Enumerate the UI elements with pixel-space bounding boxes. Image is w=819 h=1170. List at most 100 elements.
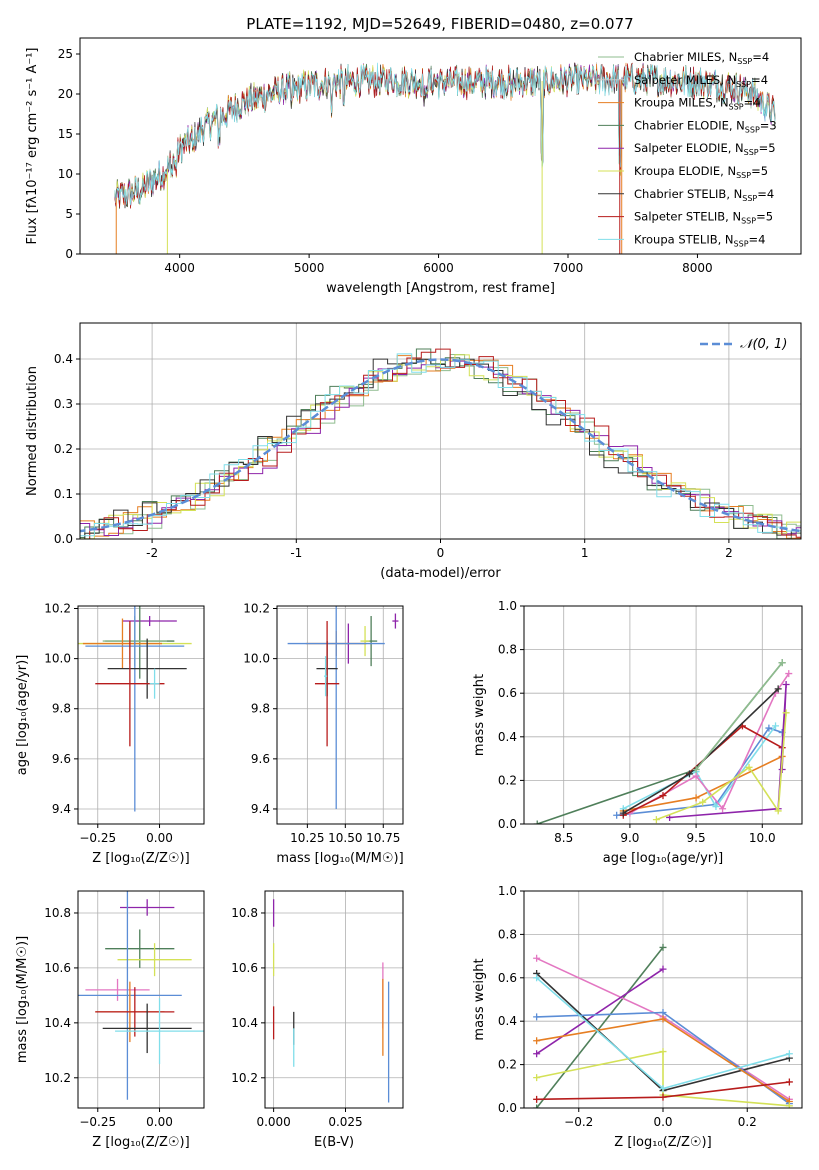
histogram-panel-plot-area <box>80 323 801 539</box>
errorbar-point <box>82 618 162 669</box>
y-tick-label: 10.8 <box>231 906 258 920</box>
x-tick-label: 9.0 <box>620 831 639 845</box>
plus-marker <box>659 792 667 800</box>
legend-entry: Chabrier ELODIE, NSSP=3 <box>634 118 777 134</box>
y-tick-label: 0.8 <box>498 643 517 657</box>
y-tick-label: 9.8 <box>52 702 71 716</box>
plus-marker <box>692 766 700 773</box>
y-tick-label: 0.4 <box>498 730 517 744</box>
y-axis-label: age [log₁₀(age/yr)] <box>15 655 30 776</box>
plus-marker <box>699 798 707 806</box>
plus-marker <box>782 709 790 717</box>
histogram-panel: -2 -1 0 1 2 0.0 0.1 0.2 0.3 0.4 (data-model)/error… <box>25 322 802 581</box>
errorbar-point <box>392 613 399 629</box>
plus-marker <box>785 1102 793 1108</box>
weight-line-salpeter-elodie <box>536 968 664 1055</box>
y-tick-label: 0.6 <box>498 686 517 700</box>
y-tick-label: 10.0 <box>44 652 71 666</box>
x-tick-label: 10.25 <box>290 831 324 845</box>
weight-line-kroupa-elodie <box>536 1050 790 1107</box>
plus-marker <box>772 722 780 730</box>
y-tick-label: 10.4 <box>44 1016 71 1030</box>
y-tick-label: 1.0 <box>498 884 517 898</box>
weight-line-chabrier-elodie <box>536 662 783 824</box>
plus-marker <box>619 809 627 817</box>
mass-z-panel: −0.25 0.00 10.2 10.4 10.6 10.8 Z [log₁₀(Z/Z☉)]… <box>15 890 205 1150</box>
weight-line-chabrier-stelib <box>622 688 779 814</box>
x-tick-label: 9.5 <box>687 831 706 845</box>
y-tick-label: 9.4 <box>52 802 71 816</box>
y-tick-label: 15 <box>58 127 73 141</box>
weight-age-panel-plot-area <box>524 606 802 824</box>
histogram-step-salpeter-elodie <box>80 360 801 536</box>
x-axis-label: wavelength [Angstrom, rest frame] <box>326 281 555 296</box>
errorbar-point <box>107 638 187 699</box>
x-axis-label: (data-model)/error <box>380 566 501 581</box>
plus-marker <box>659 1009 667 1017</box>
errorbar-point <box>120 899 175 916</box>
x-tick-label: −0.25 <box>79 831 116 845</box>
x-tick-label: 0 <box>437 546 445 560</box>
y-tick-label: 0.2 <box>54 442 73 456</box>
legend-entry: 𝒩(0, 1) <box>740 337 787 352</box>
legend-entry: Salpeter STELIB, NSSP=5 <box>634 210 773 226</box>
errorbar-point <box>105 929 175 968</box>
weight-line-kroupa-elodie <box>656 712 787 821</box>
weight-line-chabrier-elodie <box>535 946 664 1108</box>
x-tick-label: 0.2 <box>738 1115 757 1129</box>
x-tick-label: 8000 <box>682 261 713 275</box>
x-tick-label: 10.0 <box>749 831 776 845</box>
y-axis-label: Flux [fλ10⁻¹⁷ erg cm⁻² s⁻¹ A⁻¹] <box>25 48 40 245</box>
x-axis-label: mass [log₁₀(M/M☉)] <box>276 851 403 866</box>
x-tick-label: -1 <box>290 546 302 560</box>
errorbar-point <box>314 621 340 747</box>
figure-title: PLATE=1192, MJD=52649, FIBERID=0480, z=0… <box>246 15 633 33</box>
y-tick-label: 9.4 <box>251 802 270 816</box>
x-tick-label: 4000 <box>164 261 195 275</box>
y-tick-label: 5 <box>65 207 73 221</box>
histogram-step-kroupa-elodie <box>80 354 801 539</box>
x-tick-label: 5000 <box>294 261 325 275</box>
mass-ebv-panel: 0.000 0.025 10.2 10.4 10.6 10.8 E(B-V) <box>231 890 404 1150</box>
plus-marker <box>533 1095 541 1103</box>
plus-marker <box>745 763 753 771</box>
x-tick-label: 7000 <box>553 261 584 275</box>
y-tick-label: 10.2 <box>231 1071 258 1085</box>
y-tick-label: 0.6 <box>498 971 517 985</box>
y-tick-label: 10.6 <box>231 961 258 975</box>
legend-entry: Kroupa STELIB, NSSP=4 <box>634 232 765 248</box>
plus-marker <box>659 1048 667 1056</box>
x-axis-label: Z [log₁₀(Z/Z☉)] <box>614 1135 711 1150</box>
age-z-panel-plot-area <box>78 606 204 824</box>
y-tick-label: 0.0 <box>498 817 517 831</box>
plus-marker <box>659 1093 667 1101</box>
plus-marker <box>659 1084 667 1092</box>
y-tick-label: 20 <box>58 87 73 101</box>
y-tick-label: 10.6 <box>44 961 71 975</box>
plus-marker <box>785 1078 793 1086</box>
y-axis-label: mass weight <box>472 674 487 756</box>
x-tick-label: 10.50 <box>328 831 362 845</box>
plus-marker <box>659 1015 667 1023</box>
y-tick-label: 0.2 <box>498 773 517 787</box>
histogram-step-chabrier-stelib <box>80 358 801 539</box>
age-mass-panel-plot-area <box>277 606 403 824</box>
y-tick-label: 9.6 <box>52 752 71 766</box>
y-axis-label: mass weight <box>472 958 487 1040</box>
errorbar-point <box>287 606 385 809</box>
axes-frame <box>77 605 205 825</box>
y-axis-label: mass [log₁₀(M/M☉)] <box>15 936 30 1063</box>
legend-entry: Kroupa ELODIE, NSSP=5 <box>634 164 768 180</box>
plus-marker <box>533 974 541 982</box>
y-tick-label: 0.4 <box>498 1014 517 1028</box>
x-axis-label: Z [log₁₀(Z/Z☉)] <box>92 851 189 866</box>
errorbar-point <box>78 891 182 1100</box>
x-axis-label: Z [log₁₀(Z/Z☉)] <box>92 1135 189 1150</box>
y-tick-label: 0.1 <box>54 487 73 501</box>
errorbar-point <box>149 668 160 699</box>
axes-frame <box>77 890 205 1109</box>
plus-marker <box>782 680 790 688</box>
y-tick-label: 9.8 <box>251 702 270 716</box>
spectrum-legend: Chabrier MILES, NSSP=4 Salpeter MILES, NS… <box>598 50 777 248</box>
